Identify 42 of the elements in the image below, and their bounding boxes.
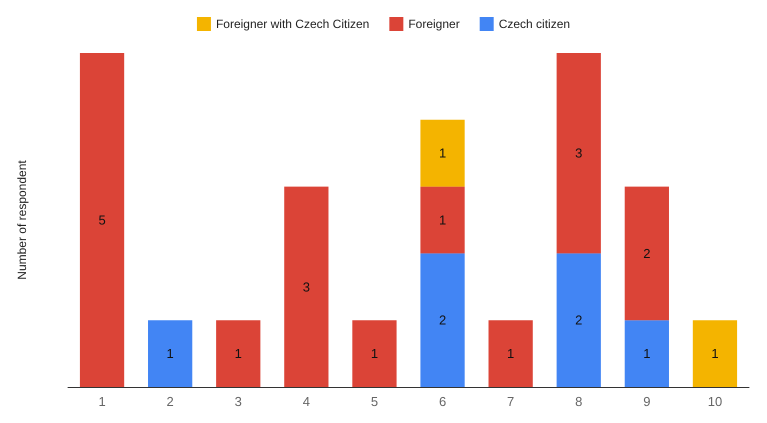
data-label: 2	[643, 246, 650, 261]
x-tick-label: 1	[98, 394, 106, 409]
bar	[216, 320, 260, 387]
data-label: 1	[643, 346, 650, 362]
bar	[692, 320, 738, 387]
data-label: 1	[507, 346, 514, 362]
x-tick-label: 8	[575, 394, 582, 409]
data-label: 2	[575, 312, 582, 328]
bar	[420, 120, 465, 187]
bar	[488, 320, 533, 387]
legend-label: Foreigner with Czech Citizen	[216, 17, 370, 31]
data-label: 1	[438, 146, 446, 161]
x-tick-label: 5	[370, 394, 378, 409]
bar	[420, 186, 465, 254]
x-tick-label: 3	[234, 394, 242, 409]
bar	[352, 320, 397, 387]
x-tick-label: 6	[438, 394, 446, 409]
bar	[80, 53, 124, 387]
data-label: 1	[438, 212, 446, 228]
x-tick-label: 9	[643, 394, 650, 409]
bar	[624, 186, 669, 320]
data-label: 2	[438, 312, 446, 328]
bar	[284, 186, 328, 387]
bar	[148, 320, 192, 387]
data-label: 1	[166, 346, 174, 362]
x-tick-label: 7	[507, 394, 514, 409]
data-label: 5	[98, 212, 106, 228]
y-axis-title: Number of respondent	[15, 160, 29, 280]
x-tick-label: 2	[166, 394, 174, 409]
legend-label: Foreigner	[408, 17, 460, 31]
bar	[420, 253, 465, 387]
x-tick-label: 10	[708, 394, 722, 409]
data-label: 1	[370, 346, 378, 362]
data-label: 1	[234, 346, 242, 362]
legend-label: Czech citizen	[498, 17, 570, 31]
x-tick-label: 4	[302, 394, 310, 409]
data-label: 1	[711, 346, 719, 362]
bar	[556, 253, 601, 387]
bar	[624, 320, 669, 387]
data-label: 3	[302, 279, 310, 294]
bar	[556, 53, 601, 254]
data-label: 3	[575, 146, 582, 161]
